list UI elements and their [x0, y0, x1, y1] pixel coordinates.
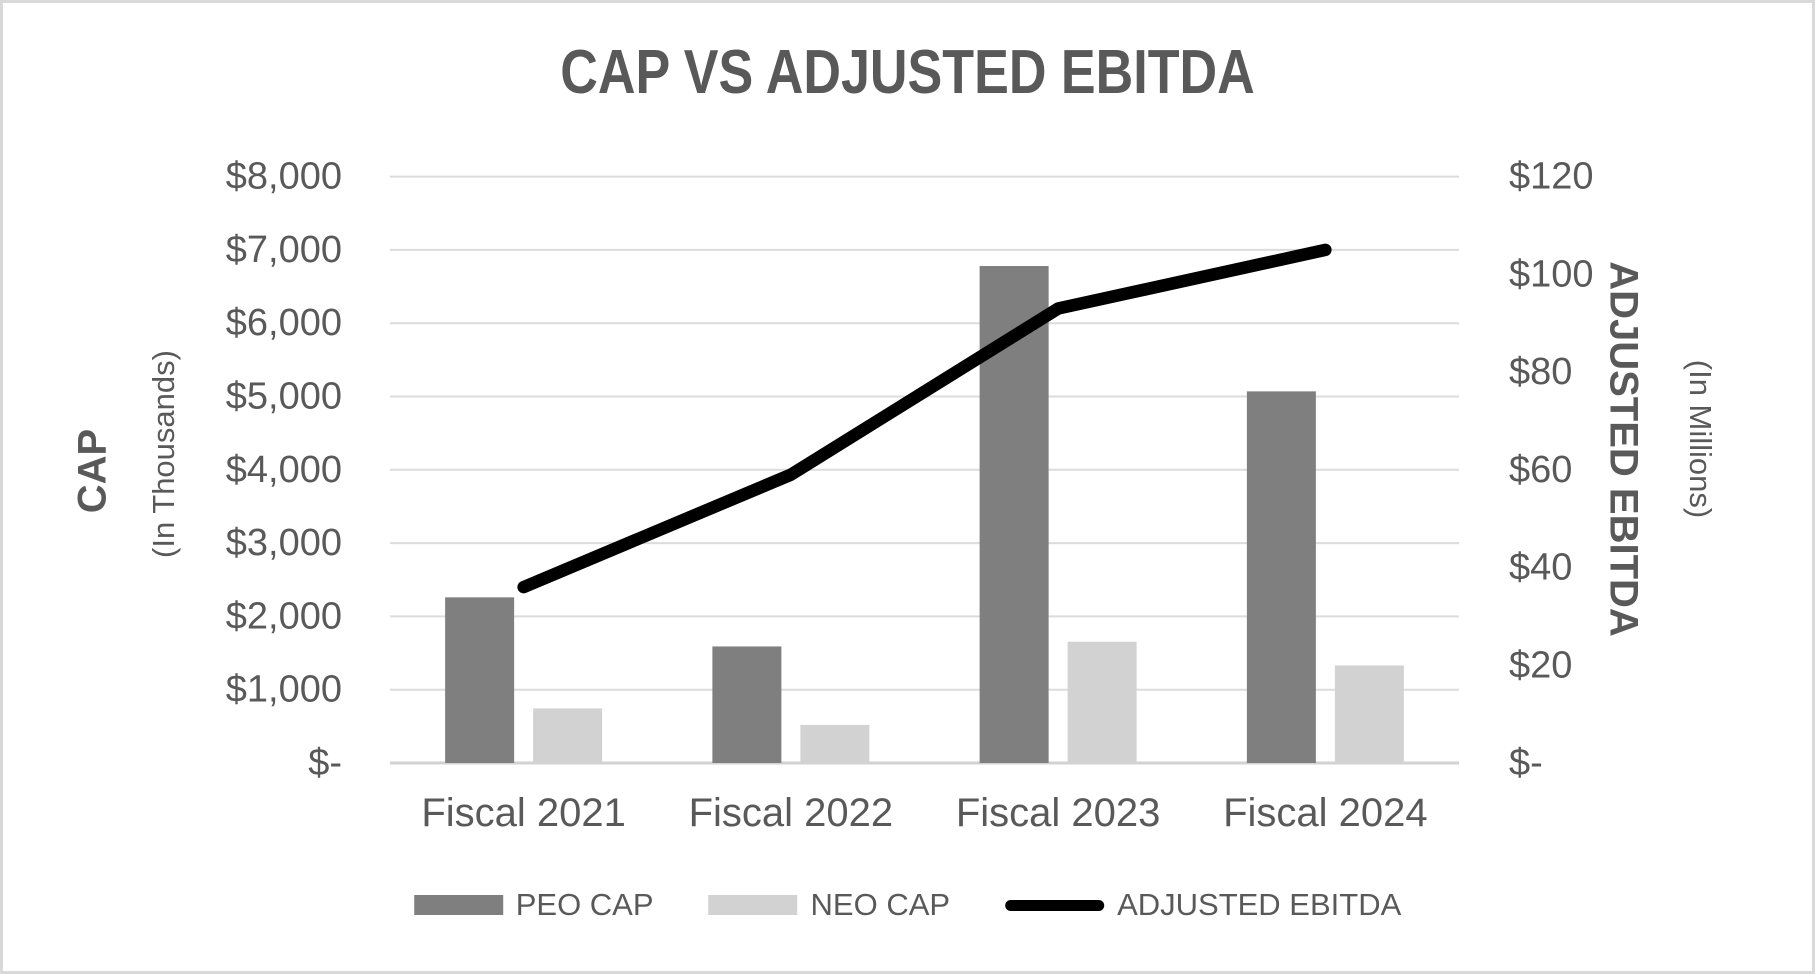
bar-neo-cap-3: [1067, 641, 1137, 763]
line-adjusted-ebitda: [517, 243, 1332, 594]
legend-bar-swatch: [708, 895, 798, 915]
left-axis-tick: $3,000: [226, 522, 342, 564]
legend-item-neo-cap: NEO CAP: [708, 887, 951, 923]
left-axis-tick: $2,000: [226, 595, 342, 637]
right-axis-tick: $40: [1509, 547, 1572, 589]
category-label: Fiscal 2023: [956, 791, 1161, 835]
right-axis-tick: $-: [1509, 742, 1543, 784]
category-label: Fiscal 2021: [421, 791, 626, 835]
left-axis-title: CAP: [70, 428, 115, 514]
left-axis-tick: $4,000: [226, 449, 342, 491]
legend-item-peo-cap: PEO CAP: [413, 887, 654, 923]
category-label: Fiscal 2022: [689, 791, 894, 835]
left-axis-tick: $-: [308, 742, 342, 784]
right-axis-title: ADJUSTED EBITDA: [1601, 261, 1646, 637]
legend-label: NEO CAP: [810, 887, 951, 922]
chart-plot-area: $8,000 $7,000 $6,000 $5,000 $4,000 $3,000 $2,0…: [226, 156, 1594, 835]
left-axis-tick: $6,000: [226, 302, 342, 344]
chart-legend: PEO CAP NEO CAP ADJUSTED EBITDA: [413, 887, 1401, 923]
left-axis-subtitle: (In Thousands): [146, 350, 181, 558]
right-axis-tick: $120: [1509, 156, 1594, 198]
right-axis-tick: $100: [1509, 253, 1594, 295]
bar-peo-cap-4: [1246, 391, 1316, 763]
right-axis-tick: $20: [1509, 644, 1572, 686]
right-axis-tick: $60: [1509, 449, 1572, 491]
bar-peo-cap-1: [445, 597, 515, 763]
legend-label: PEO CAP: [515, 887, 654, 922]
legend-item-adjusted-ebitda: ADJUSTED EBITDA: [1005, 887, 1401, 923]
right-axis-subtitle: (In Millions): [1683, 359, 1718, 519]
chart-title: CAP VS ADJUSTED EBITDA: [560, 38, 1255, 107]
legend-bar-swatch: [413, 895, 503, 915]
left-axis-tick: $8,000: [226, 156, 342, 198]
left-axis-tick: $5,000: [226, 376, 342, 418]
left-axis-tick: $7,000: [226, 229, 342, 271]
legend-label: ADJUSTED EBITDA: [1117, 887, 1402, 922]
bar-neo-cap-4: [1334, 665, 1404, 763]
right-axis-tick: $80: [1509, 351, 1572, 393]
category-label: Fiscal 2024: [1223, 791, 1428, 835]
left-axis-tick: $1,000: [226, 669, 342, 711]
bar-neo-cap-2: [800, 724, 870, 763]
bar-peo-cap-2: [712, 646, 782, 763]
legend-line-swatch: [1005, 899, 1105, 911]
bar-neo-cap-1: [533, 708, 603, 763]
